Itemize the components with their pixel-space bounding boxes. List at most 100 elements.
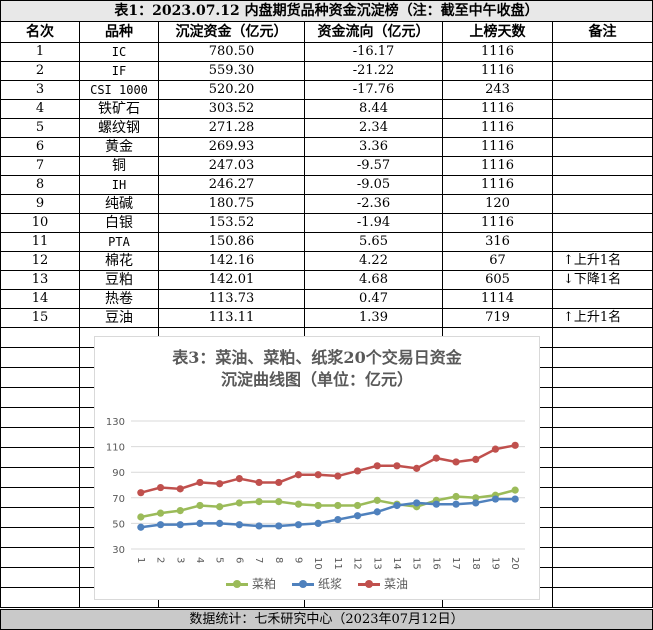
data-point xyxy=(294,500,303,508)
cell-rank: 5 xyxy=(0,118,80,138)
y-tick-label: 70 xyxy=(112,494,125,505)
blank-cell[interactable] xyxy=(0,427,80,448)
cell-note xyxy=(551,99,653,119)
data-point xyxy=(491,495,500,503)
cell-note xyxy=(551,137,653,157)
data-point xyxy=(393,462,401,470)
blank-cell[interactable] xyxy=(0,467,80,488)
blank-cell[interactable] xyxy=(0,527,80,548)
data-point xyxy=(294,471,303,479)
data-point xyxy=(156,509,165,517)
data-point xyxy=(353,512,362,520)
blank-cell[interactable] xyxy=(0,407,80,428)
cell-name: 螺纹钢 xyxy=(79,118,159,138)
cell-note xyxy=(551,118,653,138)
cell-rank: 4 xyxy=(0,99,80,119)
blank-cell[interactable] xyxy=(551,487,653,508)
data-point xyxy=(511,495,519,503)
blank-cell[interactable] xyxy=(0,347,80,368)
data-point xyxy=(156,483,165,492)
data-point xyxy=(472,494,480,502)
cell-deposit: 780.50 xyxy=(158,42,305,62)
blank-cell[interactable] xyxy=(551,407,653,428)
x-tick-label: 12 xyxy=(352,557,363,570)
data-point xyxy=(314,471,322,479)
blank-cell[interactable] xyxy=(551,447,653,468)
blank-cell[interactable] xyxy=(0,387,80,408)
blank-cell[interactable] xyxy=(551,587,653,608)
data-point xyxy=(137,523,145,531)
chart-legend: 菜粕 纸浆 菜油 xyxy=(95,575,539,592)
table-row: 14 热卷 113.73 0.47 1114 xyxy=(0,289,653,309)
data-point xyxy=(314,519,322,527)
cell-flow: -1.94 xyxy=(304,213,443,233)
table-row: 8 IH 246.27 -9.05 1116 xyxy=(0,175,653,195)
blank-cell[interactable] xyxy=(551,427,653,448)
blank-cell[interactable] xyxy=(0,327,80,348)
cell-days: 1116 xyxy=(442,42,553,62)
cell-flow: -9.57 xyxy=(304,156,443,176)
cell-days: 1116 xyxy=(442,175,553,195)
fund-line-chart[interactable]: 表3：菜油、菜粕、纸浆20个交易日资金 沉淀曲线图（单位：亿元） 30 50 70 9… xyxy=(94,336,540,600)
header-note: 备注 xyxy=(551,21,653,43)
data-point xyxy=(472,499,480,507)
header-row: 名次 品种 沉淀资金（亿元） 资金流向（亿元） 上榜天数 备注 xyxy=(0,21,653,43)
table-row: 6 黄金 269.93 3.36 1116 xyxy=(0,137,653,157)
blank-cell[interactable] xyxy=(551,547,653,568)
blank-cell[interactable] xyxy=(551,567,653,588)
cell-deposit: 247.03 xyxy=(158,156,305,176)
cell-name: 热卷 xyxy=(79,289,159,309)
cell-name: 铜 xyxy=(79,156,159,176)
blank-cell[interactable] xyxy=(551,527,653,548)
table-row: 10 白银 153.52 -1.94 1116 xyxy=(0,213,653,233)
data-point xyxy=(373,462,381,470)
footer-source: 数据统计：七禾研究中心（2023年07月12日） xyxy=(0,609,653,630)
x-tick-label: 11 xyxy=(332,557,343,570)
x-tick-label: 5 xyxy=(214,557,225,563)
x-tick-label: 9 xyxy=(292,557,303,563)
blank-cell[interactable] xyxy=(551,467,653,488)
cell-flow: -9.05 xyxy=(304,175,443,195)
blank-cell[interactable] xyxy=(0,367,80,388)
legend-label: 纸浆 xyxy=(317,577,342,591)
cell-days: 1116 xyxy=(442,99,553,119)
cell-note xyxy=(551,194,653,214)
cell-days: 1116 xyxy=(442,118,553,138)
blank-cell[interactable] xyxy=(0,547,80,568)
cell-note xyxy=(551,213,653,233)
blank-cell[interactable] xyxy=(0,587,80,608)
data-point xyxy=(196,519,204,527)
data-point xyxy=(255,498,263,506)
x-tick-label: 15 xyxy=(411,557,422,570)
table-row: 5 螺纹钢 271.28 2.34 1116 xyxy=(0,118,653,138)
blank-cell[interactable] xyxy=(551,387,653,408)
data-point xyxy=(373,496,381,504)
blank-cell[interactable] xyxy=(551,347,653,368)
data-point xyxy=(196,501,204,510)
cell-deposit: 246.27 xyxy=(158,175,305,195)
series-line-菜油 xyxy=(140,444,516,494)
table-row: 15 豆油 113.11 1.39 719 ↑上升1名 xyxy=(0,308,653,328)
x-tick-label: 4 xyxy=(194,557,205,563)
blank-cell[interactable] xyxy=(0,487,80,508)
blank-cell[interactable] xyxy=(0,447,80,468)
cell-rank: 10 xyxy=(0,213,80,233)
cell-deposit: 113.11 xyxy=(158,308,305,328)
legend-item: 菜油 xyxy=(358,575,408,592)
blank-cell[interactable] xyxy=(551,327,653,348)
blank-cell[interactable] xyxy=(0,507,80,528)
blank-cell[interactable] xyxy=(551,367,653,388)
blank-cell[interactable] xyxy=(551,507,653,528)
data-point xyxy=(353,467,362,475)
blank-cell[interactable] xyxy=(0,567,80,588)
data-point xyxy=(216,519,224,527)
data-point xyxy=(255,522,263,530)
header-rank: 名次 xyxy=(0,21,80,43)
cell-rank: 2 xyxy=(0,61,80,81)
cell-flow: 4.68 xyxy=(304,270,443,290)
header-days: 上榜天数 xyxy=(442,21,553,43)
cell-flow: 8.44 xyxy=(304,99,443,119)
data-point xyxy=(373,508,381,516)
cell-days: 1116 xyxy=(442,213,553,233)
